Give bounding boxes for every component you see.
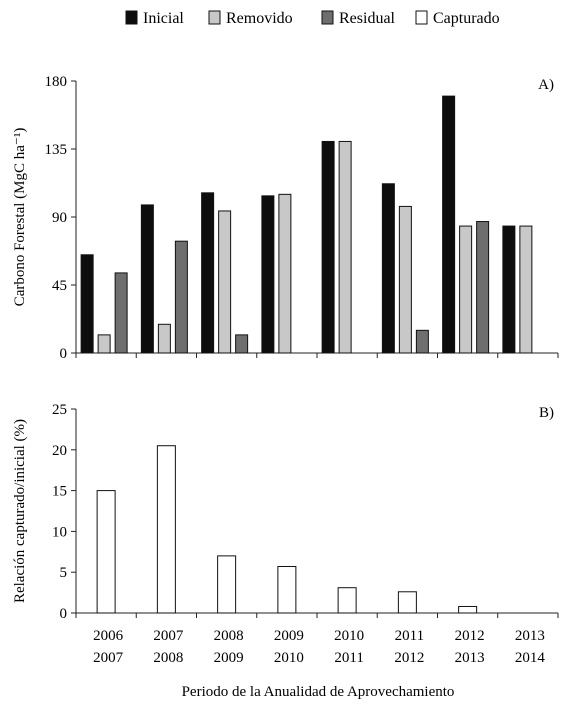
bar-removido-2008-2009: [218, 210, 232, 354]
bar-inicial-2012-2013: [442, 95, 456, 354]
bar-removido-2011-2012: [398, 205, 412, 354]
panel-a-y-axis-title: Carbono Forestal (MgC ha⁻¹): [12, 128, 28, 307]
panel-b-y-tick-label: 15: [52, 484, 67, 500]
bar-removido-2006-2007: [97, 334, 111, 354]
panel-a-y-tick-label: 90: [52, 210, 67, 226]
x-category-label-start: 2006: [93, 628, 124, 644]
x-category-label-end: 2010: [274, 650, 304, 666]
panel-b-y-axis-title: Relación capturado/inicial (%): [12, 419, 28, 603]
legend: Inicial Removido Residual Capturado: [125, 10, 500, 27]
bar-residual-2012-2013: [476, 221, 490, 354]
bar-residual-2007-2008: [174, 240, 188, 354]
x-category-label-end: 2009: [214, 650, 244, 666]
panel-a-y-tick-label: 180: [45, 74, 68, 90]
x-category-label-start: 2008: [214, 628, 244, 644]
bar-residual-2008-2009: [235, 334, 249, 354]
panel-b-label: B): [539, 405, 554, 421]
bar-residual-2006-2007: [114, 272, 128, 354]
bar-capturado-2010-2011: [337, 587, 357, 614]
bar-capturado-2009-2010: [277, 565, 297, 614]
legend-label-removido: Removido: [226, 10, 293, 27]
x-category-label-start: 2012: [455, 628, 485, 644]
legend-swatch-removido: [208, 10, 221, 25]
panel-b-y-tick-label: 5: [60, 565, 68, 581]
panel-a-y-tick-label: 0: [60, 346, 68, 362]
x-category-label-start: 2007: [153, 628, 184, 644]
bar-capturado-2006-2007: [96, 490, 116, 614]
panel-b-y-tick-label: 0: [60, 606, 68, 622]
x-category-label-start: 2010: [334, 628, 364, 644]
legend-swatch-inicial: [125, 10, 138, 25]
panel-a-y-tick-label: 45: [52, 278, 67, 294]
bar-removido-2010-2011: [338, 140, 352, 354]
x-axis-title: Periodo de la Anualidad de Aprovechamien…: [182, 684, 455, 700]
panel-b-y-tick-label: 10: [52, 524, 67, 540]
bar-residual-2011-2012: [415, 329, 429, 354]
panel-a-chart: 0 45 90 135 180 Carbono Forestal (MgC ha⁻¹) A): [12, 74, 559, 362]
x-category-label-end: 2012: [394, 650, 424, 666]
legend-label-residual: Residual: [339, 10, 396, 27]
legend-label-inicial: Inicial: [143, 10, 184, 27]
bar-removido-2007-2008: [157, 323, 171, 354]
bar-capturado-2008-2009: [217, 555, 237, 614]
bar-inicial-2011-2012: [381, 183, 395, 354]
legend-swatch-residual: [321, 10, 334, 25]
legend-label-capturado: Capturado: [433, 10, 500, 27]
panel-b-y-tick-label: 20: [52, 443, 67, 459]
panel-b-y-tick-label: 25: [52, 402, 67, 418]
bar-capturado-2007-2008: [156, 445, 176, 614]
bar-inicial-2013-2014: [502, 225, 516, 354]
x-category-label-start: 2009: [274, 628, 304, 644]
legend-swatch-capturado: [415, 10, 428, 25]
x-category-label-end: 2014: [515, 650, 546, 666]
x-category-label-end: 2007: [93, 650, 124, 666]
bar-capturado-2012-2013: [458, 605, 478, 614]
x-category-label-end: 2011: [334, 650, 363, 666]
bar-inicial-2010-2011: [321, 140, 335, 354]
bar-removido-2009-2010: [278, 193, 292, 354]
bar-inicial-2008-2009: [201, 192, 215, 354]
panel-b-chart: 0 5 10 15 20 25 Relación capturado/inicial (%)…: [12, 402, 559, 622]
x-axis-categories: 2006 2007 2007 2008 2008 2009 2009 2010 2010 2011…: [93, 628, 545, 666]
panel-a-y-tick-label: 135: [45, 142, 68, 158]
bar-removido-2012-2013: [459, 225, 473, 354]
bar-capturado-2011-2012: [397, 591, 417, 614]
bar-inicial-2009-2010: [261, 195, 275, 354]
x-category-label-start: 2013: [515, 628, 545, 644]
panel-a-label: A): [538, 77, 554, 93]
bar-removido-2013-2014: [519, 225, 533, 354]
bar-inicial-2007-2008: [140, 204, 154, 354]
x-category-label-end: 2013: [455, 650, 485, 666]
x-category-label-start: 2011: [395, 628, 424, 644]
x-category-label-end: 2008: [153, 650, 183, 666]
bar-inicial-2006-2007: [80, 254, 94, 354]
